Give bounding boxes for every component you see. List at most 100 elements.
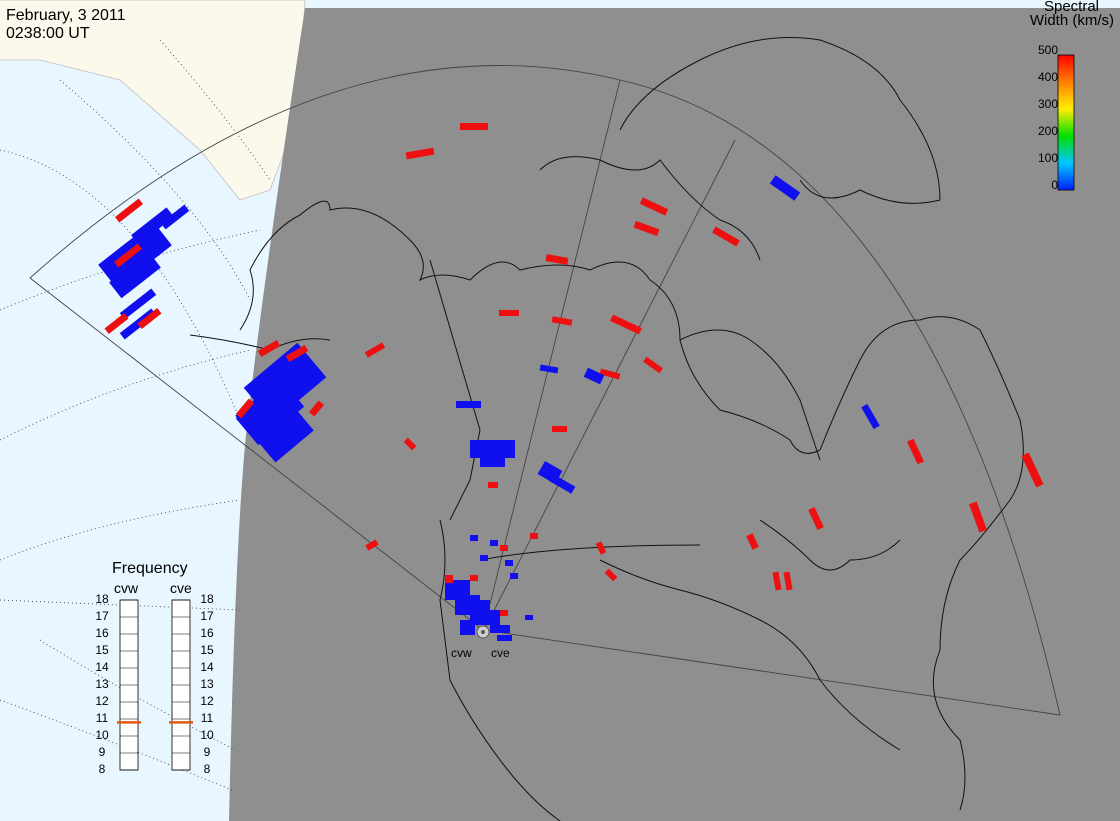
colorbar-tick-label: 400	[1037, 70, 1058, 84]
frequency-scale-value: 14	[200, 660, 214, 674]
radar-site-center	[481, 630, 485, 634]
colorbar-tick-label: 200	[1037, 124, 1058, 138]
echo-cell	[109, 251, 161, 299]
frequency-scale-value: 17	[95, 609, 109, 623]
echo-cell	[98, 221, 172, 289]
echo-cell	[445, 575, 453, 583]
frequency-scale-value: 14	[95, 660, 109, 674]
frequency-scale-value: 8	[98, 762, 106, 776]
echo-cell	[488, 482, 498, 488]
echo-cell	[772, 571, 782, 591]
coastlines	[189, 37, 1024, 821]
frequency-scale-value: 9	[203, 745, 211, 759]
colorbar-tick-label: 300	[1037, 97, 1058, 111]
echo-cell	[285, 344, 309, 363]
frequency-scale-value: 11	[95, 711, 109, 725]
echo-cell	[639, 197, 669, 216]
radar-fov	[29, 65, 1061, 716]
echo-cell	[643, 356, 663, 374]
echo-cell	[907, 438, 924, 465]
colorbar-tick-label: 0	[1051, 178, 1058, 192]
echo-cell	[633, 220, 660, 237]
freq-label-cve: cve	[170, 580, 192, 596]
echo-cell	[712, 226, 740, 247]
frequency-scale-value: 10	[95, 728, 109, 742]
echo-cell	[545, 254, 569, 265]
echo-cell	[499, 310, 519, 316]
echo-cell	[604, 568, 618, 582]
echo-cell	[783, 571, 793, 591]
echo-cell	[505, 560, 513, 566]
frequency-scale-value: 17	[200, 609, 214, 623]
echo-cell	[500, 545, 508, 551]
echo-cell	[470, 575, 478, 581]
colorbar-title-line1: Spectral	[1043, 0, 1099, 15]
echo-cell	[131, 207, 174, 245]
frequency-scale-value: 15	[200, 643, 214, 657]
echo-cell	[969, 501, 987, 533]
colorbar-tick-label: 100	[1037, 151, 1058, 165]
echo-cell	[137, 308, 162, 329]
echo-cell	[497, 635, 512, 641]
echo-cell	[530, 533, 538, 539]
station-label-cvw: cvw	[451, 646, 472, 660]
frequency-scale-value: 9	[98, 745, 106, 759]
echo-cell	[485, 610, 500, 625]
echo-cell	[256, 407, 314, 463]
frequency-scale-value: 13	[95, 677, 109, 691]
echo-cell	[525, 615, 533, 620]
echo-cell	[861, 403, 880, 430]
echo-cell	[552, 426, 567, 432]
echo-cell	[470, 440, 515, 458]
colorbar-title-line2: Width (km/s)	[1029, 12, 1114, 29]
echo-cell	[490, 540, 498, 546]
echo-cell	[114, 243, 142, 268]
echo-cell	[405, 147, 435, 160]
echo-cell	[1021, 452, 1044, 488]
echo-cell	[460, 123, 488, 130]
echo-cell	[235, 398, 255, 419]
echo-cell	[599, 368, 621, 380]
freq-label-cvw: cvw	[114, 580, 139, 596]
frequency-scale-value: 13	[200, 677, 214, 691]
frequency-scale-value: 18	[200, 592, 214, 606]
echo-cell	[490, 625, 510, 633]
echo-cell	[480, 555, 488, 561]
echo-cell	[551, 316, 573, 326]
frequency-title: Frequency	[112, 560, 188, 577]
echo-cell	[115, 198, 143, 223]
frequency-scale-value: 18	[95, 592, 109, 606]
radar-echoes	[98, 123, 1044, 641]
echo-cell	[119, 288, 157, 320]
date-label: February, 3 2011	[6, 7, 126, 24]
colorbar-tick-label: 500	[1037, 43, 1058, 57]
echo-cell	[460, 620, 475, 635]
nightside-shading	[229, 8, 1120, 821]
echo-cell	[500, 610, 508, 616]
echo-cell	[769, 175, 801, 201]
echo-cell	[364, 342, 386, 358]
frequency-scale-value: 16	[95, 626, 109, 640]
echo-cell	[480, 455, 505, 467]
echo-cell	[308, 400, 325, 417]
echo-cell	[808, 507, 824, 530]
frequency-scale-value: 12	[200, 694, 214, 708]
echo-cell	[539, 364, 559, 374]
echo-cell	[470, 535, 478, 541]
frequency-scale-value: 11	[200, 711, 214, 725]
dayside-land-siberia	[0, 0, 305, 200]
echo-cell	[549, 474, 576, 494]
echo-cell	[104, 313, 129, 334]
echo-cell	[257, 339, 281, 358]
echo-cell	[235, 379, 305, 446]
echo-cell	[510, 573, 518, 579]
echo-cell	[456, 401, 481, 408]
frequency-scale-value: 15	[95, 643, 109, 657]
frequency-scale-value: 8	[203, 762, 211, 776]
echo-cell	[160, 204, 190, 230]
frequency-scale-value: 10	[200, 728, 214, 742]
frequency-scale-value: 16	[200, 626, 214, 640]
echo-cell	[746, 533, 759, 550]
